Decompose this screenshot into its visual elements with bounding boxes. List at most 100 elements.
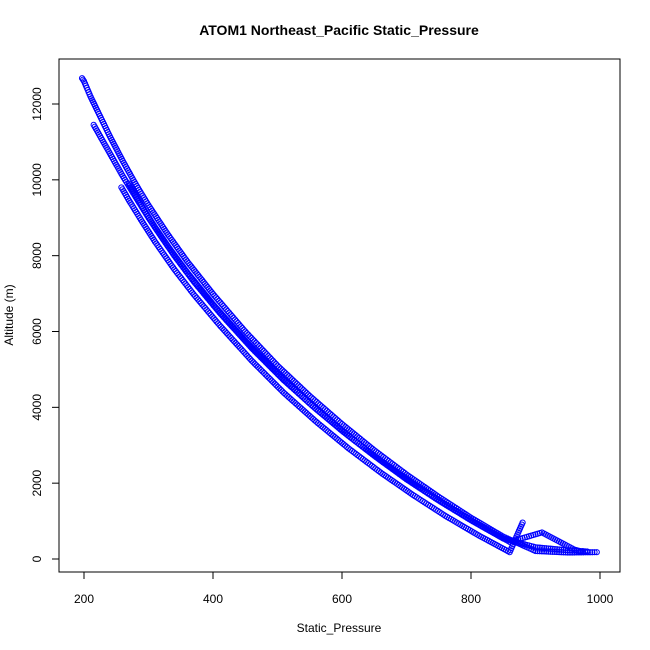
data-point <box>280 368 288 375</box>
data-point <box>538 544 546 551</box>
data-point <box>262 358 269 366</box>
data-point <box>251 338 258 345</box>
data-point <box>257 344 264 351</box>
data-point <box>549 545 556 552</box>
data-point <box>251 348 258 355</box>
data-point <box>541 544 548 552</box>
data-point <box>558 546 565 553</box>
y-tick-label: 6000 <box>30 318 44 345</box>
data-point <box>579 548 586 555</box>
y-tick-label: 12000 <box>30 87 44 121</box>
data-point <box>260 357 268 364</box>
data-point <box>276 385 283 392</box>
x-tick-label: 200 <box>74 592 94 606</box>
data-point <box>262 349 269 356</box>
chart-title: ATOM1 Northeast_Pacific Static_Pressure <box>199 22 479 38</box>
y-axis-label: Altitude (m) <box>2 284 16 345</box>
data-point <box>545 545 552 552</box>
data-point <box>271 368 278 375</box>
data-point <box>553 546 561 553</box>
data-point <box>271 380 278 387</box>
data-point <box>290 377 297 384</box>
data-point <box>262 371 269 378</box>
y-axis: 0 2000 4000 6000 8000 10000 12000 <box>30 87 60 562</box>
data-point <box>593 549 600 556</box>
data-point <box>245 331 252 338</box>
data-point <box>254 363 261 370</box>
data-point <box>584 548 591 555</box>
data-point <box>277 374 284 381</box>
data-point <box>591 549 598 556</box>
data-point <box>272 360 280 368</box>
data-point <box>248 334 255 342</box>
data-point <box>519 519 526 526</box>
x-tick-label: 600 <box>332 592 352 606</box>
data-point <box>260 347 267 355</box>
data-point <box>581 548 589 555</box>
y-tick-label: 2000 <box>30 469 44 496</box>
y-tick-label: 4000 <box>30 394 44 421</box>
data-point <box>263 351 270 358</box>
y-tick-label: 10000 <box>30 163 44 197</box>
data-point <box>259 368 266 375</box>
data-point <box>252 339 260 346</box>
data-point <box>285 373 292 380</box>
data-point <box>248 345 255 352</box>
data-point <box>257 366 265 373</box>
data-point <box>268 365 275 372</box>
data-point <box>277 386 284 393</box>
data-point <box>532 544 539 551</box>
data-point <box>265 374 272 381</box>
data-point <box>260 369 268 377</box>
data-point <box>276 372 283 379</box>
data-point <box>265 352 272 359</box>
data-point <box>268 356 275 363</box>
data-point <box>256 352 263 359</box>
x-tick-label: 400 <box>203 592 223 606</box>
x-tick-label: 800 <box>461 592 481 606</box>
data-point <box>274 371 281 378</box>
data-points <box>78 75 600 556</box>
data-point <box>269 357 276 364</box>
data-point <box>266 354 273 361</box>
data-point <box>577 548 584 555</box>
data-point <box>556 546 563 553</box>
data-point <box>257 354 265 361</box>
data-point <box>534 544 541 551</box>
x-tick-label: 1000 <box>587 592 614 606</box>
data-point <box>274 383 281 390</box>
data-point <box>250 346 257 353</box>
data-point <box>270 379 277 386</box>
data-point <box>78 75 86 82</box>
data-point <box>295 382 302 389</box>
data-point <box>551 545 558 553</box>
data-point <box>270 366 277 373</box>
data-point <box>256 365 263 372</box>
data-point <box>267 363 274 370</box>
data-point <box>246 333 253 340</box>
data-point <box>263 372 271 380</box>
data-point <box>259 355 266 363</box>
data-point <box>543 545 550 552</box>
data-point <box>242 328 249 335</box>
data-point <box>253 349 260 356</box>
data-point <box>254 351 261 358</box>
data-point <box>300 386 307 393</box>
data-point <box>267 376 274 383</box>
data-point <box>276 364 283 371</box>
data-point <box>255 343 263 350</box>
y-tick-label: 8000 <box>30 242 44 269</box>
data-point <box>250 359 257 366</box>
data-point <box>254 341 261 348</box>
data-point <box>249 336 257 343</box>
data-point <box>271 359 278 366</box>
data-point <box>243 330 250 337</box>
data-point <box>263 360 271 367</box>
y-tick-label: 0 <box>30 555 44 562</box>
data-point <box>268 377 275 384</box>
data-point <box>547 545 554 552</box>
data-point <box>273 369 280 376</box>
plot-frame <box>58 58 621 573</box>
data-point <box>248 357 255 364</box>
